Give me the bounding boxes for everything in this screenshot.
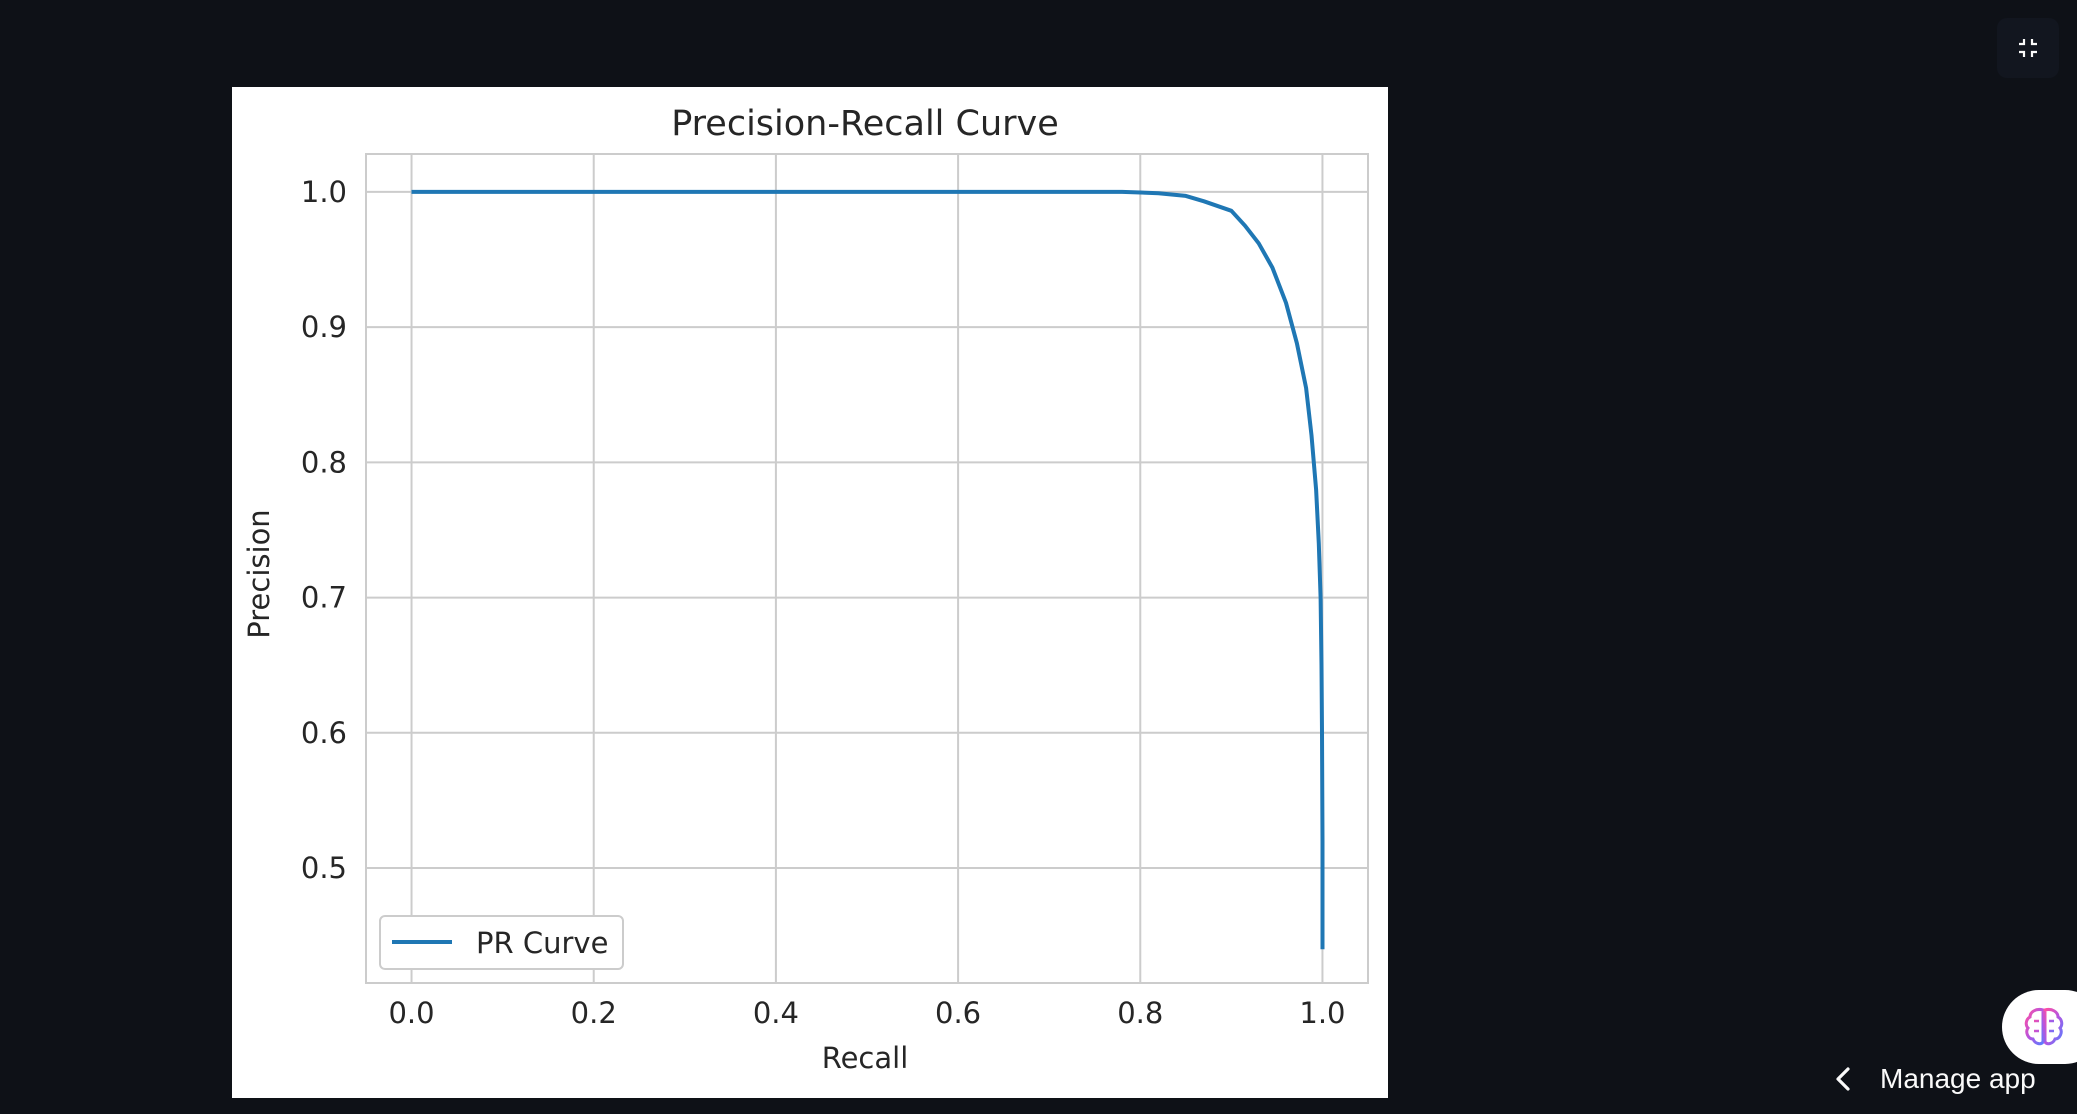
chart-title: Precision-Recall Curve	[671, 104, 1059, 144]
y-tick-label: 0.9	[301, 310, 347, 344]
brain-icon	[2024, 1008, 2064, 1046]
x-tick-label: 0.8	[1117, 996, 1163, 1030]
legend: PR Curve	[379, 915, 624, 970]
grid-lines	[366, 154, 1368, 983]
series-layer	[411, 189, 1325, 950]
y-tick-label: 1.0	[301, 175, 347, 209]
manage-app-label: Manage app	[1880, 1063, 2036, 1094]
y-tick-label: 0.8	[301, 445, 347, 479]
assistant-button[interactable]	[2002, 990, 2077, 1064]
x-tick-label: 1.0	[1299, 996, 1345, 1030]
pr-curve-chart: Precision-Recall Curve 0.0 0.2 0.4 0.6 0.8 1.…	[242, 104, 1369, 1075]
exit-fullscreen-icon	[2019, 39, 2037, 57]
axes-frame	[365, 153, 1369, 984]
y-tick-label: 0.6	[301, 716, 347, 750]
y-axis-label: Precision	[242, 509, 276, 638]
chart-figure: Precision-Recall Curve 0.0 0.2 0.4 0.6 0.8 1.…	[232, 87, 1388, 1098]
manage-app-button[interactable]: Manage app	[1826, 1052, 2036, 1106]
y-tick-label: 0.5	[301, 851, 347, 885]
x-tick-label: 0.2	[571, 996, 617, 1030]
x-tick-label: 0.4	[753, 996, 799, 1030]
tick-labels: 0.0 0.2 0.4 0.6 0.8 1.0 0.5 0.6 0.7 0.8 0.9 1.0	[301, 175, 1346, 1030]
x-tick-label: 0.6	[935, 996, 981, 1030]
pr-curve-line	[411, 189, 1325, 950]
x-axis-label: Recall	[822, 1041, 909, 1075]
exit-fullscreen-button[interactable]	[1997, 18, 2059, 78]
legend-box	[379, 915, 624, 970]
legend-label: PR Curve	[476, 926, 608, 960]
x-tick-label: 0.0	[388, 996, 434, 1030]
y-tick-label: 0.7	[301, 581, 347, 615]
chevron-left-icon	[1836, 1067, 1850, 1091]
